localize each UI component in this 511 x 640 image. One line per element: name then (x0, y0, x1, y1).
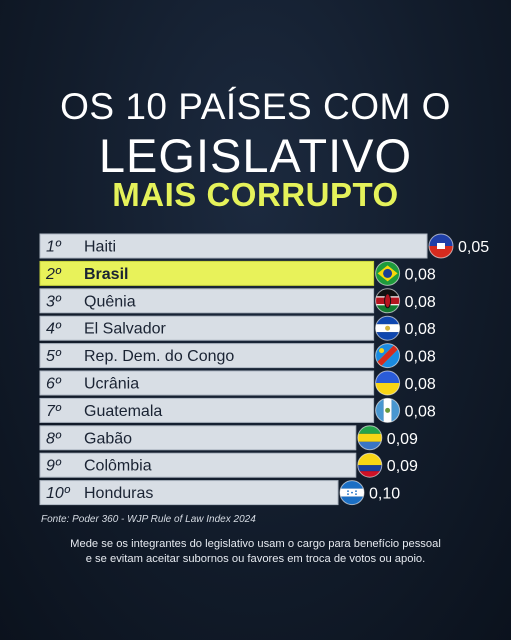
country-label: Quênia (84, 293, 136, 310)
bar (39, 397, 375, 423)
methodology-note: Mede se os integrantes do legislativo us… (0, 537, 511, 567)
haiti-flag-icon (428, 233, 454, 259)
bar (39, 315, 375, 341)
methodology-note-line-2: e se evitam aceitar subornos ou favores … (85, 553, 426, 565)
bar (39, 480, 339, 506)
rank-label: 1º (46, 239, 62, 256)
rank-label: 3º (46, 293, 62, 310)
ukraine-flag-icon (375, 370, 401, 396)
methodology-note-line-1: Mede se os integrantes do legislativo us… (70, 538, 441, 550)
bar (39, 288, 375, 314)
value-label: 0,08 (405, 403, 436, 420)
rank-label: 6º (46, 376, 62, 393)
value-label: 0,05 (458, 239, 489, 256)
rank-label: 8º (46, 430, 62, 447)
bar (39, 233, 428, 259)
value-label: 0,08 (405, 321, 436, 338)
rank-label: 4º (46, 321, 62, 338)
value-label: 0,08 (405, 294, 436, 311)
honduras-flag-icon (339, 480, 365, 506)
rank-label: 10º (46, 485, 71, 502)
country-label: Ucrânia (84, 376, 139, 393)
bar (39, 343, 375, 369)
rank-label: 5º (46, 348, 62, 365)
value-label: 0,09 (387, 458, 418, 475)
rank-label: 2º (45, 266, 62, 283)
title-line-1: OS 10 PAÍSES COM O (60, 86, 451, 127)
bar (39, 452, 357, 478)
value-label: 0,08 (405, 266, 436, 283)
title-line-2: LEGISLATIVO (98, 129, 413, 182)
value-label: 0,10 (369, 486, 400, 503)
brazil-flag-icon (375, 260, 401, 286)
country-label: Haiti (84, 239, 116, 256)
gabon-flag-icon (357, 425, 383, 451)
value-label: 0,09 (387, 431, 418, 448)
country-label: El Salvador (84, 321, 166, 338)
rank-label: 9º (46, 458, 62, 475)
guatemala-flag-icon (375, 397, 401, 423)
kenya-flag-icon (375, 288, 401, 314)
drc-flag-icon (375, 343, 401, 369)
value-label: 0,08 (405, 376, 436, 393)
country-label: Rep. Dem. do Congo (84, 348, 234, 365)
rank-label: 7º (46, 403, 62, 420)
colombia-flag-icon (357, 452, 383, 478)
country-label: Honduras (84, 485, 153, 502)
title-highlight: MAIS CORRUPTO (112, 176, 399, 213)
country-label: Guatemala (84, 403, 162, 420)
bar (39, 370, 375, 396)
source-caption: Fonte: Poder 360 - WJP Rule of Law Index… (41, 514, 256, 525)
country-label: Brasil (84, 266, 128, 283)
value-label: 0,08 (405, 349, 436, 366)
bar (39, 260, 375, 286)
country-label: Gabão (84, 430, 132, 447)
country-label: Colômbia (84, 458, 152, 475)
el-salvador-flag-icon (375, 315, 401, 341)
bar (39, 425, 357, 451)
